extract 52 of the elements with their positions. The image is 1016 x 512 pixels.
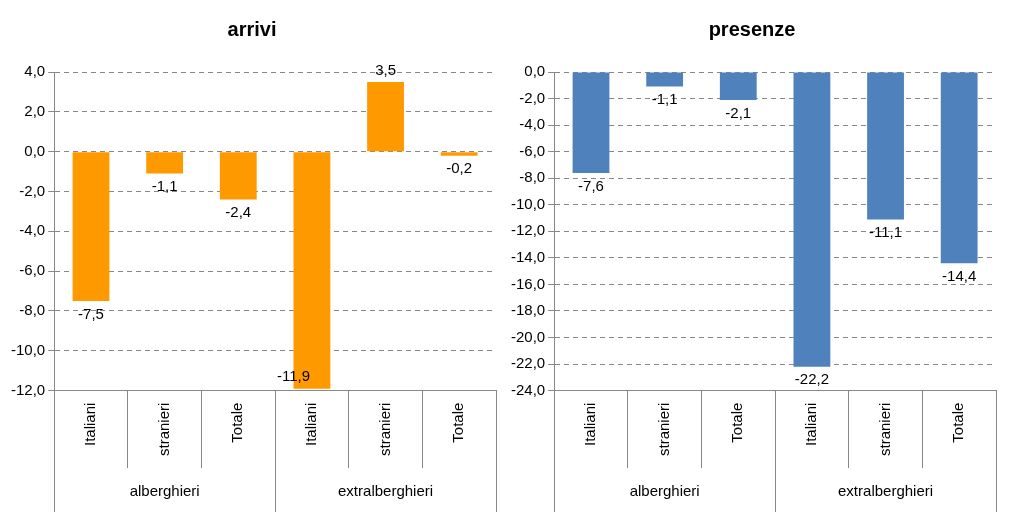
x-tick-label: stranieri <box>875 402 893 457</box>
text: extralberghieri <box>338 482 434 500</box>
x-tick-label: Totale <box>949 402 967 443</box>
y-tick-label: -16,0 <box>510 274 546 292</box>
y-tick-label: -18,0 <box>510 301 546 319</box>
y-tick-label: -8,0 <box>19 301 46 319</box>
y-tick-label: -10,0 <box>510 194 546 212</box>
data-label: -11,1 <box>869 223 903 241</box>
y-tick-label: 2,0 <box>24 101 46 119</box>
data-label: -14,4 <box>942 266 977 284</box>
text: extralberghieri <box>838 482 934 500</box>
text: alberghieri <box>629 482 700 500</box>
y-tick-label: -4,0 <box>519 115 546 133</box>
y-tick-label: -20,0 <box>510 327 546 345</box>
y-tick-label: -12,0 <box>510 221 546 239</box>
x-tick-label: Italiani <box>81 402 99 447</box>
data-label: -2,1 <box>725 103 752 121</box>
data-label: -1,1 <box>151 177 178 195</box>
chart-title: arrivi <box>227 17 277 40</box>
y-tick-label: -24,0 <box>510 380 546 398</box>
y-tick-label: -4,0 <box>19 221 46 239</box>
text: alberghieri <box>129 482 200 500</box>
y-tick-label: -22,0 <box>510 354 546 372</box>
y-tick-label: -6,0 <box>519 141 546 159</box>
x-tick-label: Italiani <box>581 402 599 447</box>
data-label: 3,5 <box>375 60 396 78</box>
data-label: -1,1 <box>651 90 678 108</box>
y-tick-label: -12,0 <box>10 380 46 398</box>
chart-title: presenze <box>708 17 796 40</box>
data-label: -2,4 <box>225 203 252 221</box>
x-tick-label: stranieri <box>654 402 672 457</box>
x-tick-label: Totale <box>449 402 467 443</box>
y-tick-label: -2,0 <box>519 88 546 106</box>
data-label: -7,5 <box>78 304 104 322</box>
x-tick-label: stranieri <box>154 402 172 457</box>
x-tick-label: Totale <box>228 402 246 443</box>
data-label: -7,6 <box>578 176 604 194</box>
x-tick-label: stranieri <box>375 402 393 457</box>
data-label: -0,2 <box>446 159 473 177</box>
y-tick-label: 0,0 <box>24 141 46 159</box>
y-tick-label: -6,0 <box>19 261 46 279</box>
y-tick-label: 0,0 <box>524 62 546 80</box>
x-tick-label: Totale <box>728 402 746 443</box>
data-label: -11,9 <box>276 367 311 385</box>
x-tick-label: Italiani <box>302 402 320 447</box>
y-tick-label: -10,0 <box>10 340 46 358</box>
y-tick-label: -14,0 <box>510 248 546 266</box>
y-tick-label: 4,0 <box>24 62 46 80</box>
x-tick-label: Italiani <box>802 402 820 447</box>
y-tick-label: -2,0 <box>19 181 46 199</box>
data-label: -22,2 <box>794 370 830 388</box>
y-tick-label: -8,0 <box>519 168 546 186</box>
